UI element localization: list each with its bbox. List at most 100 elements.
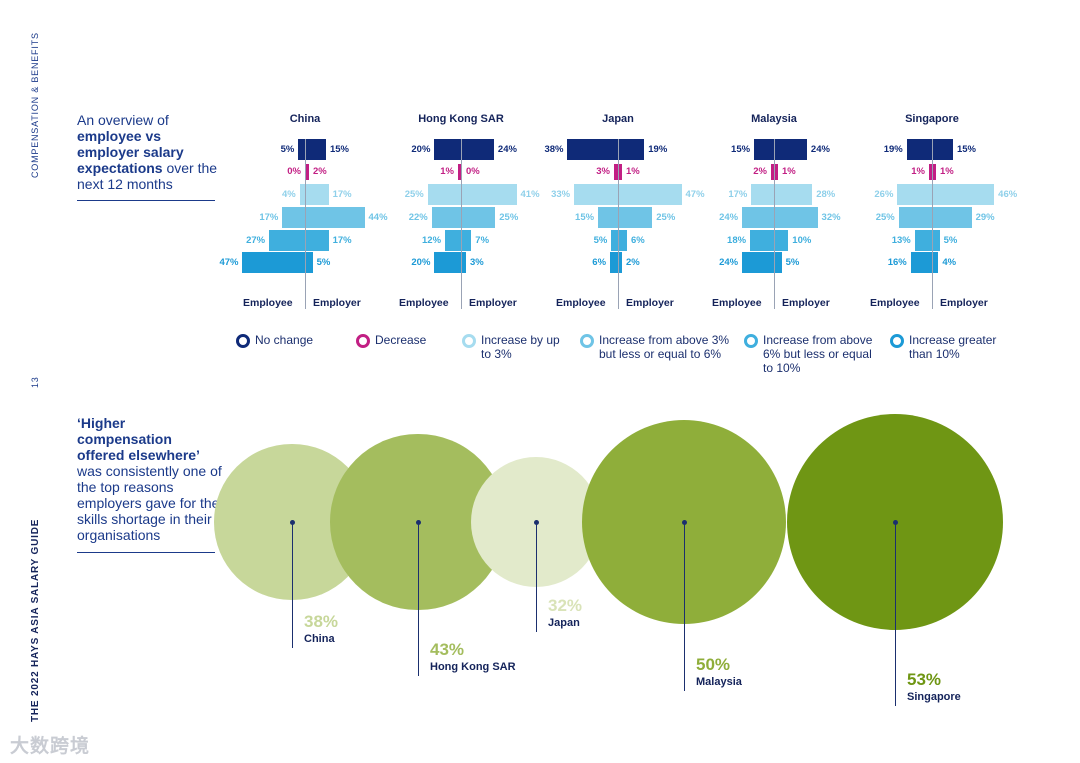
legend-item: Increase from above 6% but less or equal… xyxy=(744,333,884,375)
bar-employer xyxy=(775,230,789,251)
legend-swatch-icon xyxy=(580,334,594,348)
label-employee: 12% xyxy=(422,234,442,246)
label-employee: 38% xyxy=(544,143,564,155)
label-employee: 25% xyxy=(875,211,895,223)
bubble-country: Malaysia xyxy=(696,676,742,688)
leader-line xyxy=(292,522,293,648)
label-employer: 1% xyxy=(940,166,954,177)
bar-employer xyxy=(619,230,627,251)
bar-employee xyxy=(567,139,618,160)
bar-employer xyxy=(306,139,326,160)
bar-employer xyxy=(619,252,622,273)
legend-label: Increase from above 3% but less or equal… xyxy=(599,333,730,361)
label-employer: 6% xyxy=(630,234,645,246)
country-title: China xyxy=(289,113,321,125)
leader-line xyxy=(536,522,537,632)
leader-line xyxy=(418,522,419,676)
employee-label: Employee xyxy=(870,297,920,309)
label-employee: 5% xyxy=(593,234,608,246)
legend-label: Increase from above 6% but less or equal… xyxy=(763,333,873,375)
label-employer: 2% xyxy=(313,166,327,177)
legend-item: Increase from above 3% but less or equal… xyxy=(580,333,730,361)
label-employee: 24% xyxy=(719,256,739,268)
bubble-value: 38% xyxy=(304,612,339,631)
bar-employer xyxy=(775,207,818,228)
bar-employee xyxy=(771,164,774,180)
bar-employee xyxy=(434,252,461,273)
bar-employer xyxy=(933,230,940,251)
intro-compensation: ‘Higher compensation offered elsewhere’ … xyxy=(77,415,222,543)
bubble-value: 53% xyxy=(907,670,942,689)
employee-label: Employee xyxy=(712,297,762,309)
bar-employer xyxy=(462,139,494,160)
bar-employee xyxy=(299,184,305,205)
employee-label: Employee xyxy=(243,297,293,309)
legend-label: Increase by up to 3% xyxy=(481,333,560,361)
intro2-bold: ‘Higher compensation offered elsewhere’ xyxy=(77,415,200,463)
label-employer: 15% xyxy=(329,143,349,155)
legend-swatch-icon xyxy=(356,334,370,348)
bar-employer xyxy=(306,252,313,273)
intro-bold: employee vs employer salary expectations xyxy=(77,128,184,176)
label-employee: 2% xyxy=(753,166,767,177)
intro-tail: over the next 12 months xyxy=(77,160,218,192)
label-employer: 10% xyxy=(792,234,812,246)
bar-employee xyxy=(754,139,774,160)
label-employee: 22% xyxy=(408,211,428,223)
legend-swatch-icon xyxy=(462,334,476,348)
label-employer: 41% xyxy=(520,188,540,200)
label-employer: 15% xyxy=(956,143,976,155)
bar-employee xyxy=(897,184,932,205)
label-employee: 15% xyxy=(575,211,595,223)
bar-employee xyxy=(574,184,618,205)
label-employee: 16% xyxy=(887,256,907,268)
label-employee: 1% xyxy=(911,166,925,177)
employer-label: Employer xyxy=(940,297,988,309)
bar-employee xyxy=(282,207,305,228)
label-employee: 15% xyxy=(731,143,751,155)
legend-item: No change xyxy=(236,333,346,348)
bar-employer xyxy=(306,207,365,228)
label-employer: 1% xyxy=(626,166,640,177)
bar-employee xyxy=(431,207,461,228)
bar-employee xyxy=(906,139,932,160)
bar-employee xyxy=(611,230,618,251)
bar-employer xyxy=(306,164,309,180)
bar-employer xyxy=(306,230,329,251)
label-employer: 5% xyxy=(785,256,800,268)
bar-employer xyxy=(462,230,472,251)
legend-label: Decrease xyxy=(375,333,427,347)
bar-employee xyxy=(269,230,305,251)
bar-employer xyxy=(775,252,782,273)
intro-expectations: An overview of employee vs employer sala… xyxy=(77,112,227,192)
bar-employer xyxy=(775,184,813,205)
label-employee: 17% xyxy=(728,188,748,200)
label-employer: 17% xyxy=(332,234,352,246)
employer-label: Employer xyxy=(782,297,830,309)
bar-employer xyxy=(933,252,939,273)
label-employer: 28% xyxy=(816,188,836,200)
bar-employer xyxy=(775,164,778,180)
label-employee: 20% xyxy=(411,143,431,155)
label-employer: 4% xyxy=(942,256,957,268)
label-employee: 3% xyxy=(596,166,610,177)
label-employee: 5% xyxy=(280,143,295,155)
side-label-guide: THE 2022 HAYS ASIA SALARY GUIDE xyxy=(30,518,41,722)
watermark: 大数跨境 xyxy=(10,736,91,757)
label-employer: 32% xyxy=(821,211,841,223)
legend-item: Increase greater than 10% xyxy=(890,333,1020,361)
bar-employee xyxy=(910,252,932,273)
bubble-value: 32% xyxy=(548,596,583,615)
label-employer: 44% xyxy=(368,211,388,223)
bubble-country: Japan xyxy=(548,617,580,629)
employer-label: Employer xyxy=(469,297,517,309)
bar-employer xyxy=(462,184,517,205)
bar-employer xyxy=(933,139,953,160)
bubble-country: Hong Kong SAR xyxy=(430,661,516,673)
label-employee: 18% xyxy=(727,234,747,246)
label-employer: 2% xyxy=(626,256,640,268)
side-label-section: COMPENSATION & BENEFITS xyxy=(30,32,40,178)
label-employer: 29% xyxy=(975,211,995,223)
bar-employee xyxy=(458,164,461,180)
intro-rule xyxy=(77,200,215,201)
